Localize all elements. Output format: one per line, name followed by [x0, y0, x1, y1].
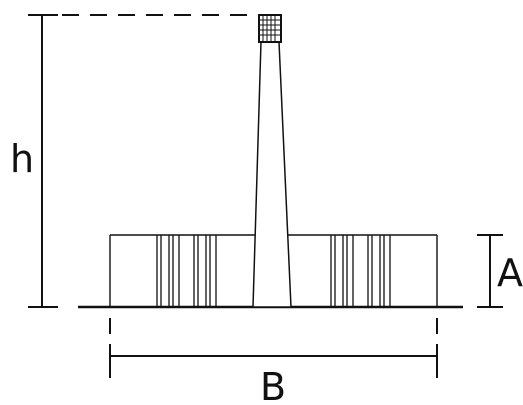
height-dimension	[28, 14, 258, 308]
base-width-dimension	[109, 318, 438, 378]
chimney-cap	[258, 14, 282, 43]
base-height-label: A	[497, 251, 523, 295]
chimney-stack	[252, 41, 292, 308]
base-width-label: B	[260, 365, 286, 405]
window-group-left-2	[193, 235, 217, 307]
window-group-left-1	[156, 235, 180, 307]
base-height-dimension	[477, 234, 503, 308]
height-label: h	[10, 137, 34, 181]
window-group-right-2	[367, 235, 391, 307]
window-group-right-1	[330, 235, 354, 307]
